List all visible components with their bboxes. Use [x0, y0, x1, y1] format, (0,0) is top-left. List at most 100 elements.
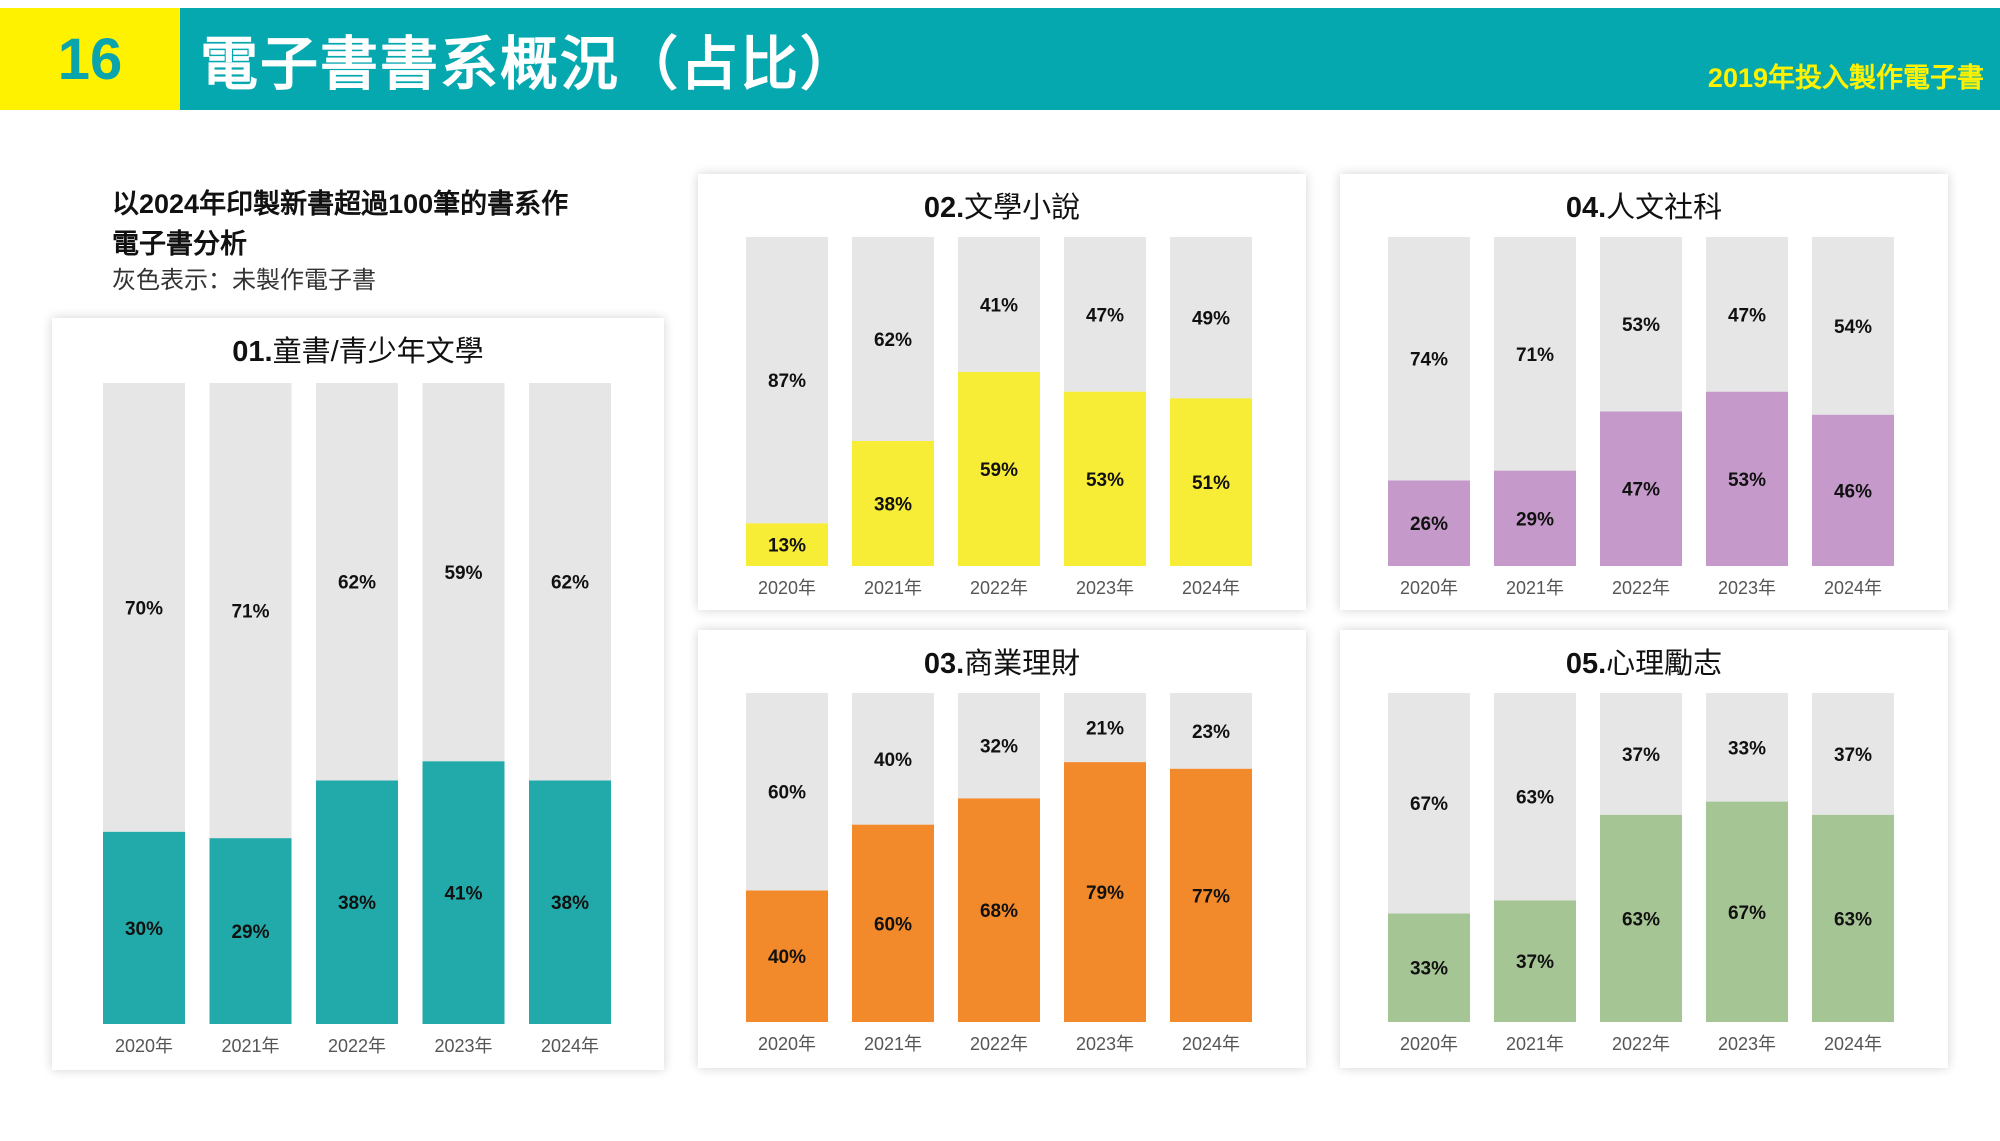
data-label: 53%: [1622, 315, 1660, 336]
ebook-bar: [1170, 768, 1252, 1022]
chart-02-svg: 13% 87% 2020年 38% 62% 2021年 59% 41% 2022年 53% 47% 2…: [746, 237, 1252, 598]
chart-title-03: 03.商業理財: [698, 640, 1306, 682]
chart-title-number: 04.: [1565, 192, 1607, 224]
chart-title-text: 商業理財: [964, 648, 1081, 680]
x-tick-label: 2021年: [1506, 1034, 1564, 1054]
no-ebook-bar: [1170, 693, 1252, 769]
data-label: 63%: [1834, 909, 1872, 930]
data-label: 87%: [768, 371, 806, 392]
data-label: 40%: [874, 750, 912, 771]
data-label: 51%: [1192, 473, 1230, 494]
x-tick-label: 2022年: [328, 1036, 386, 1056]
x-tick-label: 2020年: [1400, 1034, 1458, 1054]
ebook-bar: [1494, 900, 1576, 1022]
chart-title-number: 02.: [923, 192, 965, 224]
chart-title-number: 03.: [923, 648, 965, 680]
x-tick-label: 2021年: [864, 578, 922, 598]
data-label: 33%: [1728, 738, 1766, 759]
no-ebook-bar: [1600, 237, 1682, 412]
x-tick-label: 2022年: [1612, 1034, 1670, 1054]
data-label: 62%: [551, 573, 589, 594]
x-tick-label: 2024年: [1824, 1034, 1882, 1054]
no-ebook-bar: [1388, 693, 1470, 914]
chart-title-text: 文學小說: [964, 192, 1081, 224]
data-label: 53%: [1728, 470, 1766, 491]
x-tick-label: 2020年: [1400, 578, 1458, 598]
data-label: 47%: [1086, 305, 1124, 326]
chart-title-02: 02.文學小說: [698, 184, 1306, 226]
data-label: 21%: [1086, 719, 1124, 740]
x-tick-label: 2021年: [864, 1034, 922, 1054]
data-label: 67%: [1410, 794, 1448, 815]
no-ebook-bar: [1812, 237, 1894, 415]
data-label: 62%: [338, 573, 376, 594]
data-label: 60%: [768, 783, 806, 804]
ebook-bar: [1706, 391, 1788, 566]
x-tick-label: 2023年: [1718, 1034, 1776, 1054]
data-label: 29%: [231, 922, 269, 943]
ebook-bar: [1600, 814, 1682, 1022]
chart-03-svg: 40% 60% 2020年 60% 40% 2021年 68% 32% 2022年 79% 21% 2…: [746, 693, 1252, 1054]
data-label: 54%: [1834, 317, 1872, 338]
data-label: 40%: [768, 947, 806, 968]
page-number-badge: 16: [0, 8, 180, 110]
no-ebook-bar: [316, 383, 398, 781]
data-label: 32%: [980, 737, 1018, 758]
intro-line-1: 以2024年印製新書超過100筆的書系作: [112, 189, 569, 219]
data-label: 59%: [980, 460, 1018, 481]
data-label: 37%: [1516, 952, 1554, 973]
x-tick-label: 2023年: [1076, 578, 1134, 598]
data-label: 38%: [338, 893, 376, 914]
ebook-bar: [852, 824, 934, 1022]
chart-04-svg: 26% 74% 2020年 29% 71% 2021年 47% 53% 2022年 53% 47% 2…: [1388, 237, 1894, 598]
ebook-bar: [958, 371, 1040, 566]
no-ebook-bar: [958, 693, 1040, 799]
ebook-bar: [1812, 814, 1894, 1022]
data-label: 63%: [1622, 909, 1660, 930]
page-number: 16: [57, 26, 123, 92]
chart-title-05: 05.心理勵志: [1340, 640, 1948, 682]
no-ebook-bar: [1706, 693, 1788, 802]
ebook-bar: [1494, 470, 1576, 566]
no-ebook-bar: [746, 693, 828, 891]
no-ebook-bar: [1064, 693, 1146, 763]
x-tick-label: 2023年: [1076, 1034, 1134, 1054]
page-title: 電子書書系概況（占比）: [200, 32, 861, 97]
no-ebook-bar: [1600, 693, 1682, 815]
chart-title-04: 04.人文社科: [1340, 184, 1948, 226]
chart-panel-04: 04.人文社科 26% 74% 2020年 29% 71% 2021年 47% 53% 2022…: [1340, 174, 1948, 610]
chart-01-svg: 30% 70% 2020年 29% 71% 2021年 38% 62% 2022年 41% 59% 2…: [103, 383, 611, 1056]
no-ebook-bar: [746, 237, 828, 524]
data-label: 71%: [231, 602, 269, 623]
data-label: 37%: [1834, 745, 1872, 766]
x-tick-label: 2024年: [1824, 578, 1882, 598]
chart-panel-01: 01.童書/青少年文學 30% 70% 2020年 29% 71% 2021年 38% 62%…: [52, 318, 664, 1070]
x-tick-label: 2023年: [434, 1036, 492, 1056]
no-ebook-bar: [852, 237, 934, 441]
data-label: 47%: [1622, 480, 1660, 501]
data-label: 74%: [1410, 350, 1448, 371]
ebook-bar: [1064, 391, 1146, 566]
intro-text: 以2024年印製新書超過100筆的書系作 電子書分析 灰色表示：未製作電子書: [112, 184, 568, 298]
x-tick-label: 2022年: [970, 1034, 1028, 1054]
data-label: 41%: [444, 884, 482, 905]
chart-title-01: 01.童書/青少年文學: [52, 328, 664, 370]
x-tick-label: 2021年: [221, 1036, 279, 1056]
ebook-bar: [1064, 762, 1146, 1022]
x-tick-label: 2022年: [1612, 578, 1670, 598]
no-ebook-bar: [852, 693, 934, 825]
no-ebook-bar: [1064, 237, 1146, 392]
data-label: 37%: [1622, 745, 1660, 766]
no-ebook-bar: [1812, 693, 1894, 815]
ebook-bar: [1388, 913, 1470, 1022]
x-tick-label: 2021年: [1506, 578, 1564, 598]
ebook-bar: [746, 523, 828, 566]
chart-title-number: 05.: [1565, 648, 1607, 680]
data-label: 13%: [768, 536, 806, 557]
no-ebook-bar: [1170, 237, 1252, 399]
x-tick-label: 2020年: [758, 1034, 816, 1054]
data-label: 49%: [1192, 309, 1230, 330]
intro-line-2: 電子書分析: [112, 229, 247, 259]
data-label: 53%: [1086, 470, 1124, 491]
ebook-bar: [103, 831, 185, 1024]
